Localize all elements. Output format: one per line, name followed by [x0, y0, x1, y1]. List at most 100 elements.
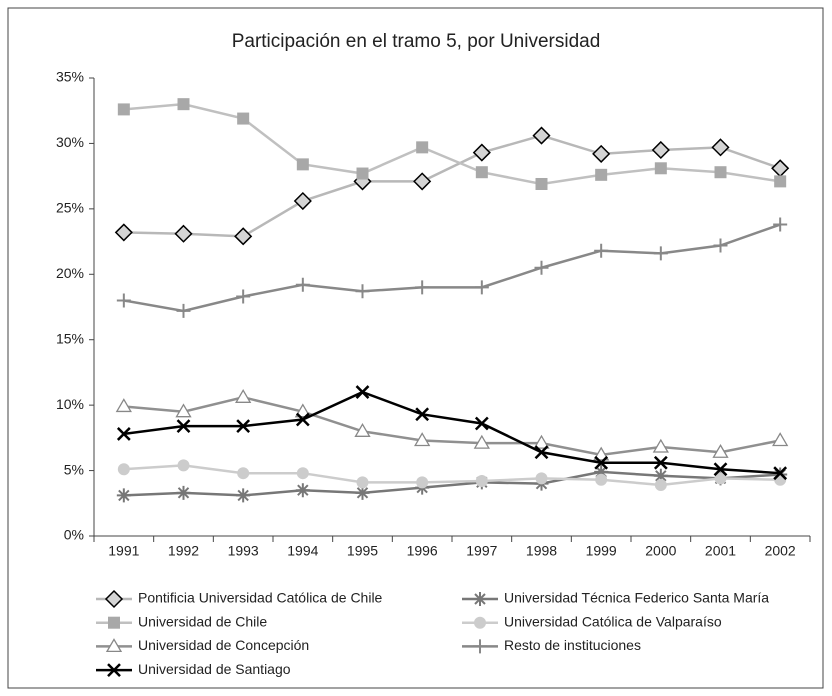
legend-item: Universidad Técnica Federico Santa María — [462, 590, 769, 606]
marker — [473, 592, 487, 606]
marker — [116, 427, 131, 441]
legend-label: Universidad de Santiago — [138, 661, 291, 677]
y-tick-label: 35% — [56, 69, 84, 85]
line — [123, 134, 781, 238]
x-tick-label: 1991 — [108, 543, 139, 559]
marker — [177, 98, 190, 111]
marker — [236, 419, 251, 433]
marker — [295, 412, 310, 427]
legend-label: Universidad Técnica Federico Santa María — [504, 590, 769, 606]
marker — [176, 419, 191, 433]
legend-label: Pontificia Universidad Católica de Chile — [138, 590, 383, 606]
marker — [356, 476, 369, 489]
legend-item: Universidad Católica de Valparaíso — [462, 613, 722, 629]
marker — [773, 466, 788, 481]
marker — [116, 293, 131, 308]
marker — [654, 162, 667, 175]
legend-item: Universidad de Chile — [96, 613, 267, 629]
series — [115, 389, 789, 461]
marker — [713, 238, 728, 253]
y-tick-label: 25% — [56, 200, 84, 216]
marker — [475, 475, 488, 488]
marker — [237, 467, 250, 480]
marker — [774, 473, 787, 486]
marker — [593, 446, 610, 461]
line — [123, 102, 781, 186]
marker — [295, 483, 310, 498]
chart-title: Participación en el tramo 5, por Univers… — [232, 31, 601, 52]
legend-item: Universidad de Santiago — [96, 661, 291, 677]
marker — [533, 434, 550, 449]
marker — [235, 389, 252, 403]
y-tick-label: 0% — [64, 527, 84, 543]
line — [123, 396, 781, 457]
marker — [356, 167, 369, 180]
legend-label: Universidad de Chile — [138, 613, 267, 629]
series — [116, 385, 788, 481]
marker — [592, 144, 611, 163]
x-tick-label: 1999 — [586, 543, 617, 559]
marker — [652, 438, 669, 453]
x-tick-label: 2001 — [705, 543, 736, 559]
x-tick-label: 1995 — [347, 543, 378, 559]
marker — [713, 462, 728, 477]
legend-label: Universidad de Concepción — [138, 637, 309, 653]
marker — [535, 472, 548, 485]
x-tick-label: 1996 — [407, 543, 438, 559]
marker — [653, 246, 668, 261]
marker — [355, 284, 370, 299]
marker — [595, 168, 608, 181]
marker — [473, 639, 487, 654]
marker — [415, 280, 430, 295]
marker — [595, 473, 608, 486]
x-tick-label: 1994 — [287, 543, 318, 559]
marker — [474, 280, 489, 295]
marker — [107, 663, 121, 677]
marker — [176, 303, 191, 318]
marker — [474, 616, 486, 629]
marker — [414, 432, 431, 447]
legend-label: Resto de instituciones — [504, 637, 641, 653]
marker — [772, 432, 789, 447]
marker — [651, 140, 670, 160]
marker — [296, 467, 309, 480]
x-tick-label: 2000 — [645, 543, 676, 559]
marker — [415, 407, 430, 422]
marker — [474, 416, 489, 431]
marker — [654, 478, 667, 491]
marker — [236, 488, 251, 503]
marker — [117, 103, 130, 116]
y-tick-label: 20% — [56, 265, 84, 281]
y-tick-label: 5% — [64, 461, 84, 477]
marker — [177, 459, 190, 472]
x-tick-label: 1992 — [168, 543, 199, 559]
marker — [237, 112, 250, 125]
marker — [293, 191, 312, 211]
x-tick-label: 1993 — [228, 543, 259, 559]
marker — [774, 175, 787, 188]
marker — [416, 476, 429, 489]
marker — [296, 158, 309, 171]
marker — [714, 166, 727, 179]
marker — [355, 385, 370, 399]
marker — [594, 455, 609, 470]
marker — [174, 224, 193, 243]
marker — [472, 143, 491, 162]
marker — [534, 445, 549, 460]
marker — [105, 638, 123, 653]
series — [117, 459, 787, 491]
marker — [175, 403, 192, 418]
marker — [176, 485, 191, 500]
marker — [653, 468, 668, 483]
marker — [653, 455, 668, 470]
marker — [295, 277, 310, 292]
line — [123, 464, 781, 487]
line — [123, 223, 781, 313]
x-tick-label: 1998 — [526, 543, 557, 559]
marker — [115, 398, 132, 413]
legend-label: Universidad Católica de Valparaíso — [504, 613, 722, 629]
marker — [104, 589, 124, 609]
marker — [712, 443, 729, 458]
x-tick-label: 2002 — [765, 543, 796, 559]
